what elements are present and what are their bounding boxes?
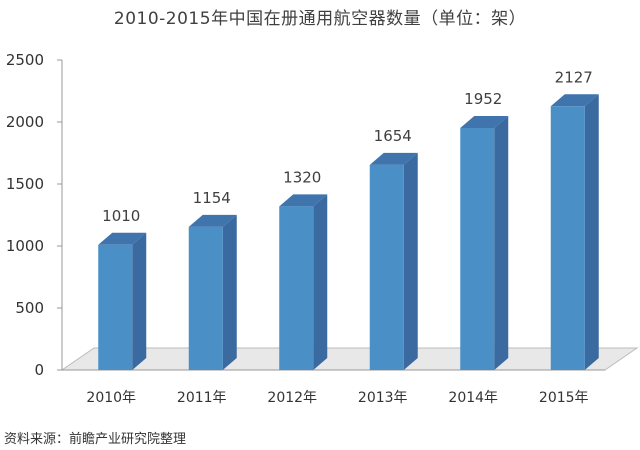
data-label: 1320 (283, 168, 321, 186)
bar-side (132, 232, 147, 370)
bar-top (98, 232, 147, 245)
chart-title: 2010-2015年中国在册通用航空器数量（单位：架） (113, 9, 527, 29)
x-tick-label: 2013年 (358, 390, 408, 406)
bar-side (313, 194, 328, 370)
bar-top (369, 152, 418, 165)
bar (369, 164, 404, 370)
x-tick-label: 2014年 (448, 390, 498, 406)
x-tick-label: 2012年 (267, 390, 317, 406)
data-label: 1154 (193, 189, 231, 207)
bar-top (460, 115, 509, 128)
bar-side (403, 152, 418, 370)
y-tick-label: 2500 (6, 51, 44, 69)
y-tick-label: 0 (34, 361, 44, 379)
x-tick-label: 2015年 (539, 390, 589, 406)
bar (98, 244, 133, 370)
bar (460, 127, 495, 371)
bar-side (494, 115, 509, 371)
bar-side (222, 214, 237, 370)
bar (550, 106, 585, 370)
bar-side (584, 94, 599, 370)
x-tick-label: 2011年 (177, 390, 227, 406)
y-tick-label: 1000 (6, 237, 44, 255)
bar-top (279, 194, 328, 207)
bar-top (550, 94, 599, 107)
bar (279, 206, 314, 370)
y-tick-label: 500 (15, 299, 44, 317)
bar-top (188, 214, 237, 227)
data-label: 2127 (555, 68, 593, 86)
data-label: 1010 (102, 207, 140, 225)
y-tick-label: 1500 (6, 175, 44, 193)
data-label: 1654 (374, 127, 412, 145)
source-note: 资料来源：前瞻产业研究院整理 (4, 432, 187, 447)
x-tick-label: 2010年 (86, 390, 136, 406)
data-label: 1952 (464, 90, 502, 108)
bar (188, 226, 223, 370)
y-tick-label: 2000 (6, 113, 44, 131)
